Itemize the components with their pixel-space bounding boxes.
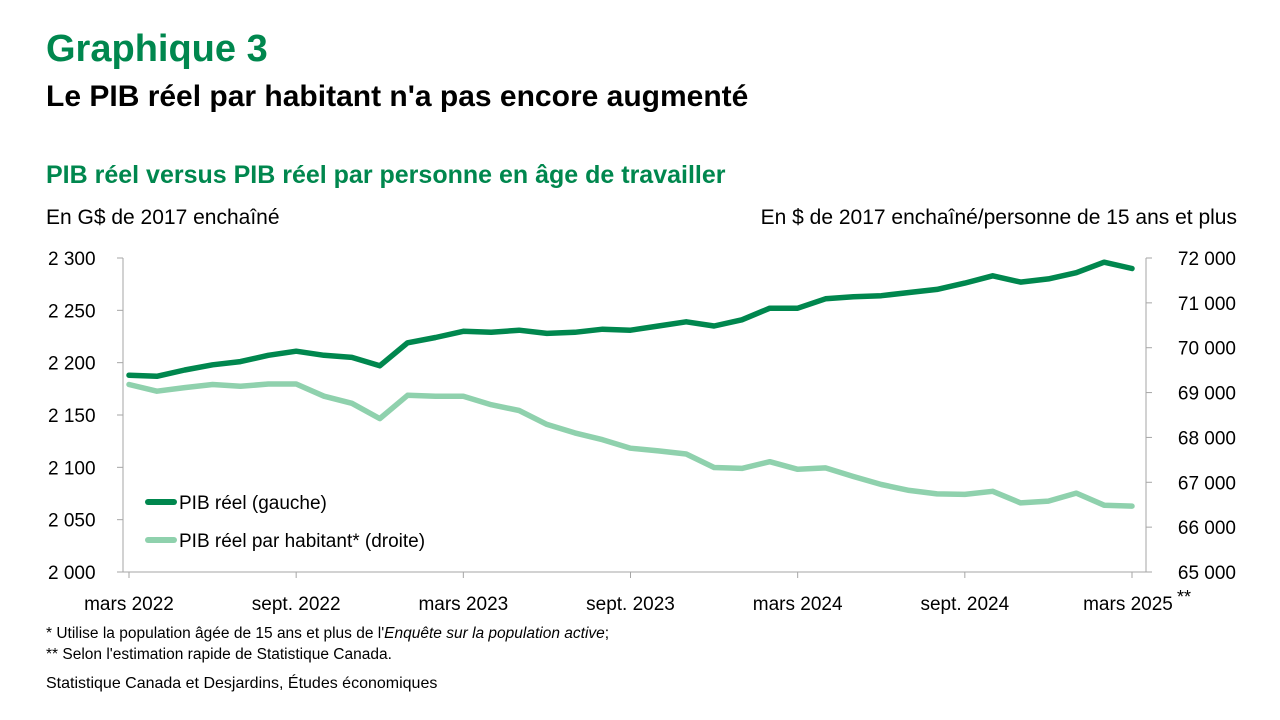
- right-axis-tick-label: 72 000: [1178, 249, 1236, 270]
- footnote-1-suffix: ;: [604, 625, 610, 642]
- series-line-pib-reel: [126, 259, 1135, 380]
- chart-legend: PIB réel (gauche) PIB réel par habitant* …: [145, 493, 425, 552]
- chart-series: [126, 259, 1135, 509]
- x-axis-flash-estimate-mark: **: [1177, 587, 1191, 607]
- left-axis-unit-label: En G$ de 2017 enchaîné: [46, 206, 280, 229]
- right-axis-tick-label: 68 000: [1178, 428, 1236, 449]
- right-axis-tick-label: 70 000: [1178, 339, 1236, 360]
- right-axis-unit-label: En $ de 2017 enchaîné/personne de 15 ans…: [760, 206, 1237, 229]
- legend-label: PIB réel (gauche): [179, 493, 327, 514]
- x-axis-tick-label: sept. 2022: [252, 594, 341, 615]
- series-line-pib-par-habitant: [126, 381, 1135, 509]
- left-axis-tick-label: 2 000: [48, 563, 96, 584]
- left-axis-tick-label: 2 100: [48, 458, 96, 479]
- right-axis-tick-label: 66 000: [1178, 518, 1236, 539]
- x-axis-tick-label: mars 2023: [418, 594, 508, 615]
- x-axis-tick-label: mars 2024: [753, 594, 843, 615]
- x-axis-tick-label: sept. 2023: [586, 594, 675, 615]
- left-axis-tick-label: 2 200: [48, 354, 96, 375]
- footnote-1-survey-name: Enquête sur la population active: [384, 625, 605, 642]
- footnote-1: * Utilise la population âgée de 15 ans e…: [46, 623, 609, 644]
- left-axis-tick-label: 2 250: [48, 301, 96, 322]
- source-note: Statistique Canada et Desjardins, Études…: [46, 675, 438, 692]
- graph-number: Graphique 3: [46, 28, 268, 70]
- left-axis-tick-label: 2 150: [48, 406, 96, 427]
- x-axis-tick-label: sept. 2024: [920, 594, 1009, 615]
- chart-title: PIB réel versus PIB réel par personne en…: [46, 161, 726, 189]
- x-axis-tick-label: mars 2022: [84, 594, 174, 615]
- right-axis-tick-label: 65 000: [1178, 563, 1236, 584]
- left-axis-tick-label: 2 050: [48, 511, 96, 532]
- x-axis-tick-label: mars 2025: [1083, 594, 1173, 615]
- right-axis-tick-label: 67 000: [1178, 473, 1236, 494]
- footnote-1-prefix: * Utilise la population âgée de 15 ans e…: [46, 625, 385, 642]
- legend-label: PIB réel par habitant* (droite): [179, 531, 425, 552]
- footnotes: * Utilise la population âgée de 15 ans e…: [46, 623, 609, 665]
- right-axis-tick-label: 71 000: [1178, 294, 1236, 315]
- right-axis-tick-label: 69 000: [1178, 384, 1236, 405]
- chart-axes: 2 000 2 050 2 100 2 150 2 200 2 250 2 300 65 00…: [48, 249, 1236, 615]
- footnote-2: ** Selon l'estimation rapide de Statisti…: [46, 646, 392, 663]
- left-axis-tick-label: 2 300: [48, 249, 96, 270]
- graph-title: Le PIB réel par habitant n'a pas encore …: [46, 80, 749, 113]
